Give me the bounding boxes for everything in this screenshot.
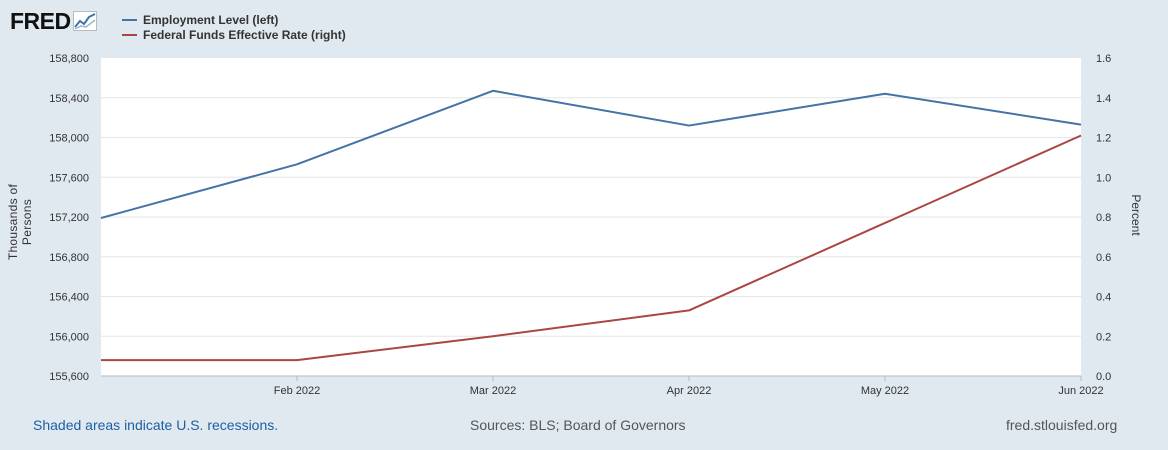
right-axis-label: Percent <box>1129 194 1143 236</box>
right-tick-label: 1.0 <box>1096 172 1111 184</box>
recession-note-link[interactable]: Shaded areas indicate U.S. recessions. <box>33 417 279 433</box>
left-tick-label: 158,400 <box>49 93 89 105</box>
legend-swatch-fed-funds <box>122 33 137 36</box>
left-tick-label: 158,000 <box>49 133 89 145</box>
logo-text: FRED <box>10 8 71 34</box>
chart-legend: Employment Level (left) Federal Funds Ef… <box>122 12 346 42</box>
legend-swatch-employment <box>122 18 137 21</box>
left-tick-label: 157,600 <box>49 172 89 184</box>
x-tick-label: Jun 2022 <box>1058 385 1103 397</box>
x-tick-label: Apr 2022 <box>667 385 712 397</box>
left-tick-label: 156,000 <box>49 331 89 343</box>
right-tick-label: 1.4 <box>1096 93 1111 105</box>
x-tick-label: Mar 2022 <box>470 385 516 397</box>
site-link[interactable]: fred.stlouisfed.org <box>1006 417 1118 433</box>
right-tick-label: 0.0 <box>1096 371 1111 383</box>
sources-text: Sources: BLS; Board of Governors <box>470 417 686 433</box>
left-tick-label: 156,800 <box>49 252 89 264</box>
left-tick-label: 156,400 <box>49 292 89 304</box>
plot-background <box>101 58 1081 376</box>
legend-label-employment: Employment Level (left) <box>143 12 279 27</box>
legend-label-fed-funds: Federal Funds Effective Rate (right) <box>143 27 346 42</box>
fred-logo[interactable]: FRED <box>10 8 97 34</box>
legend-item-employment[interactable]: Employment Level (left) <box>122 12 346 27</box>
legend-item-fed-funds[interactable]: Federal Funds Effective Rate (right) <box>122 27 346 42</box>
employment-level-line[interactable] <box>100 89 1082 219</box>
right-tick-label: 1.2 <box>1096 133 1111 145</box>
right-tick-label: 0.6 <box>1096 252 1111 264</box>
fed-funds-rate-line[interactable] <box>101 134 1082 362</box>
x-tick-label: May 2022 <box>861 385 909 397</box>
line-chart-icon <box>72 11 97 31</box>
left-tick-label: 155,600 <box>49 371 89 383</box>
left-axis-label: Thousands of Persons <box>6 183 34 261</box>
right-tick-label: 0.2 <box>1096 331 1111 343</box>
left-tick-label: 157,200 <box>49 212 89 224</box>
left-tick-label: 158,800 <box>49 53 89 65</box>
right-tick-label: 0.4 <box>1096 292 1111 304</box>
x-tick-label: Feb 2022 <box>274 385 320 397</box>
right-tick-label: 0.8 <box>1096 212 1111 224</box>
right-tick-label: 1.6 <box>1096 53 1111 65</box>
